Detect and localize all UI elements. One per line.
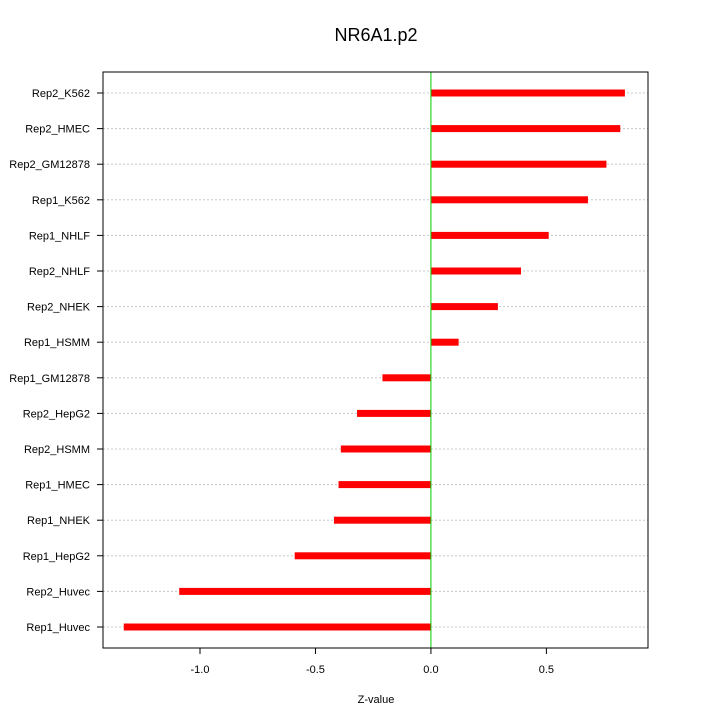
bar-layer xyxy=(123,89,625,631)
bar xyxy=(430,125,621,133)
y-tick-label: Rep1_HepG2 xyxy=(23,551,90,563)
x-tick-label: -0.5 xyxy=(306,664,325,676)
x-axis-title: Z-value xyxy=(358,694,395,706)
x-tick-label: 0.0 xyxy=(423,664,438,676)
x-axis: -1.0 -0.5 0.0 0.5 xyxy=(191,647,554,676)
bar xyxy=(338,481,431,489)
y-tick-label: Rep2_Huvec xyxy=(26,586,90,598)
y-tick-label: Rep1_GM12878 xyxy=(9,373,90,385)
bar xyxy=(340,445,431,453)
bar xyxy=(430,267,521,275)
y-tick-label: Rep1_Huvec xyxy=(26,622,90,634)
y-tick-label: Rep2_GM12878 xyxy=(9,159,90,171)
y-tick-label: Rep2_HMEC xyxy=(25,124,90,136)
y-tick-label: Rep1_K562 xyxy=(32,195,90,207)
bar xyxy=(333,516,431,524)
y-tick-label: Rep2_HepG2 xyxy=(23,408,90,420)
bar xyxy=(430,338,459,346)
bar xyxy=(430,160,607,168)
chart-title: NR6A1.p2 xyxy=(334,25,417,45)
y-tick-label: Rep2_K562 xyxy=(32,88,90,100)
y-tick-labels: Rep2_K562 Rep2_HMEC Rep2_GM12878 Rep1_K562 R… xyxy=(9,88,103,634)
bar xyxy=(179,587,431,595)
bar xyxy=(357,409,431,417)
bar xyxy=(430,231,549,239)
bar xyxy=(430,89,625,97)
plot-frame xyxy=(102,71,649,649)
bar xyxy=(294,552,431,560)
y-tick-label: Rep2_NHEK xyxy=(27,302,91,314)
bar xyxy=(123,623,431,631)
bar xyxy=(430,303,498,311)
bar xyxy=(430,196,588,204)
y-tick-label: Rep1_NHEK xyxy=(27,515,91,527)
y-tick-label: Rep1_HSMM xyxy=(24,337,90,349)
y-tick-label: Rep2_HSMM xyxy=(24,444,90,456)
x-tick-label: -1.0 xyxy=(191,664,210,676)
bar xyxy=(382,374,431,382)
x-tick-label: 0.5 xyxy=(539,664,554,676)
y-tick-label: Rep1_NHLF xyxy=(29,230,90,242)
y-tick-label: Rep2_NHLF xyxy=(29,266,90,278)
grid-layer xyxy=(103,92,648,628)
y-tick-label: Rep1_HMEC xyxy=(25,480,90,492)
